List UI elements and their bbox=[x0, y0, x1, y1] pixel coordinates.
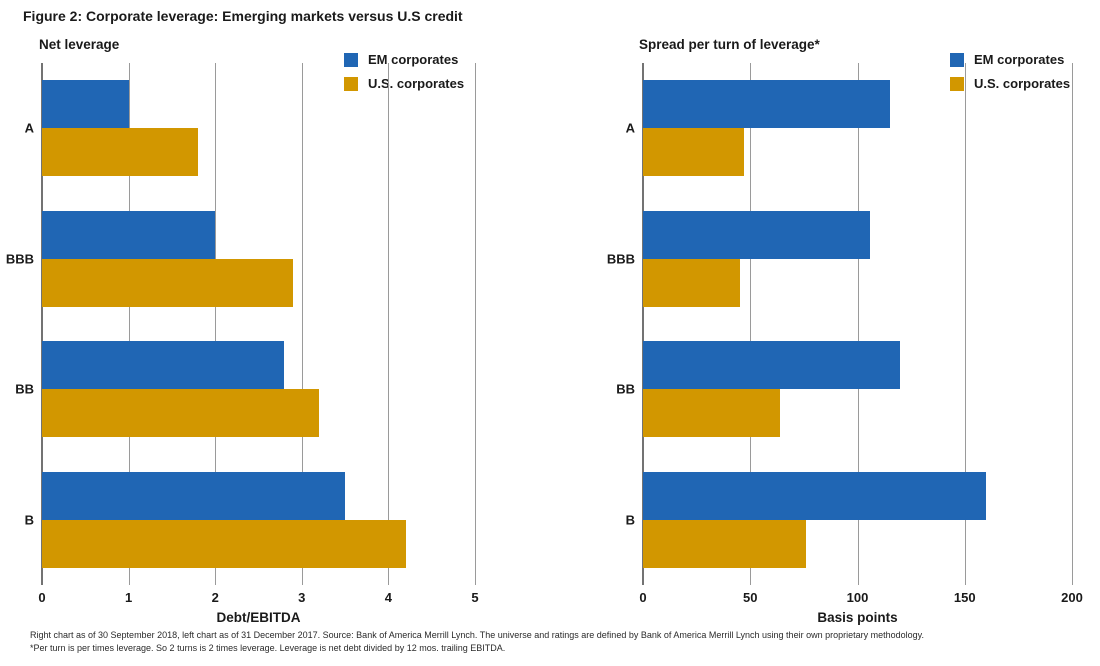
legend-item-em: EM corporates bbox=[950, 52, 1070, 67]
figure-title: Figure 2: Corporate leverage: Emerging m… bbox=[23, 8, 463, 24]
x-tick-label: 50 bbox=[743, 590, 758, 605]
gridline bbox=[964, 63, 966, 585]
em-swatch-icon bbox=[950, 52, 964, 67]
legend-item-em: EM corporates bbox=[344, 52, 464, 67]
x-tick-label: 150 bbox=[953, 590, 976, 605]
gridline bbox=[1072, 63, 1073, 585]
category-label-bb: BB bbox=[15, 381, 34, 397]
gridline bbox=[475, 63, 476, 585]
x-tick-label: 3 bbox=[298, 590, 306, 605]
spread-per-turn-plot: A BBB BB B 0 50 100 150 200 bbox=[607, 63, 1083, 605]
x-tick-label: 5 bbox=[471, 590, 479, 605]
bar-us-b bbox=[643, 519, 807, 568]
category-label-b: B bbox=[24, 512, 34, 528]
left-legend: EM corporates U.S. corporates bbox=[344, 52, 464, 100]
category-label-a: A bbox=[24, 120, 34, 136]
category-label-bb: BB bbox=[616, 381, 635, 397]
gridline bbox=[857, 63, 859, 585]
us-swatch-icon bbox=[344, 76, 358, 91]
bar-em-a bbox=[643, 80, 890, 129]
bar-em-bbb bbox=[42, 210, 216, 259]
bar-us-b bbox=[42, 519, 406, 568]
legend-item-us: U.S. corporates bbox=[344, 76, 464, 91]
gridline bbox=[128, 63, 130, 585]
bar-us-bbb bbox=[42, 258, 294, 307]
legend-label-em: EM corporates bbox=[368, 52, 459, 67]
legend-item-us: U.S. corporates bbox=[950, 76, 1070, 91]
x-tick-label: 0 bbox=[639, 590, 647, 605]
bar-em-b bbox=[42, 471, 346, 520]
left-chart-title: Net leverage bbox=[39, 37, 120, 52]
footnote-source: Right chart as of 30 September 2018, lef… bbox=[30, 630, 924, 640]
gridline bbox=[388, 63, 390, 585]
x-tick-label: 1 bbox=[124, 590, 133, 605]
bar-em-b bbox=[643, 471, 987, 520]
gridline bbox=[301, 63, 303, 585]
bar-em-bb bbox=[643, 341, 901, 390]
bar-em-bbb bbox=[643, 210, 871, 259]
y-axis-line bbox=[642, 63, 644, 585]
bar-us-bbb bbox=[643, 258, 740, 307]
right-x-axis-title: Basis points bbox=[817, 610, 898, 625]
gridline bbox=[750, 63, 752, 585]
gridline bbox=[215, 63, 217, 585]
right-chart-title: Spread per turn of leverage* bbox=[639, 37, 820, 52]
footnote-definition: *Per turn is per times leverage. So 2 tu… bbox=[30, 643, 506, 653]
left-x-axis-title: Debt/EBITDA bbox=[216, 610, 301, 625]
category-label-bbb: BBB bbox=[606, 251, 635, 267]
category-label-a: A bbox=[625, 120, 635, 136]
bar-us-bb bbox=[42, 389, 320, 438]
bar-us-a bbox=[643, 128, 744, 177]
legend-label-us: U.S. corporates bbox=[974, 76, 1071, 91]
y-axis-line bbox=[41, 63, 43, 585]
category-label-b: B bbox=[625, 512, 635, 528]
net-leverage-plot: A BBB BB B 0 1 2 3 4 5 bbox=[6, 63, 479, 605]
bar-us-a bbox=[42, 128, 198, 177]
right-legend: EM corporates U.S. corporates bbox=[950, 52, 1070, 100]
x-tick-label: 0 bbox=[38, 590, 46, 605]
legend-label-us: U.S. corporates bbox=[368, 76, 465, 91]
bar-em-a bbox=[42, 80, 129, 129]
x-tick-label: 2 bbox=[211, 590, 219, 605]
x-tick-label: 200 bbox=[1061, 590, 1083, 605]
legend-label-em: EM corporates bbox=[974, 52, 1065, 67]
bar-us-bb bbox=[643, 389, 781, 438]
x-tick-label: 100 bbox=[846, 590, 869, 605]
x-tick-label: 4 bbox=[384, 590, 393, 605]
us-swatch-icon bbox=[950, 76, 964, 91]
category-label-bbb: BBB bbox=[5, 251, 34, 267]
bar-em-bb bbox=[42, 341, 285, 390]
em-swatch-icon bbox=[344, 52, 358, 67]
